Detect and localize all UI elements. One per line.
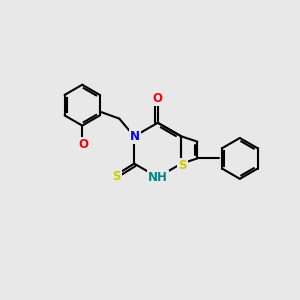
Text: O: O: [153, 92, 163, 105]
Text: S: S: [112, 170, 121, 183]
Text: NH: NH: [148, 171, 168, 184]
Text: S: S: [178, 159, 187, 172]
Text: O: O: [78, 138, 88, 151]
Text: N: N: [130, 130, 140, 143]
